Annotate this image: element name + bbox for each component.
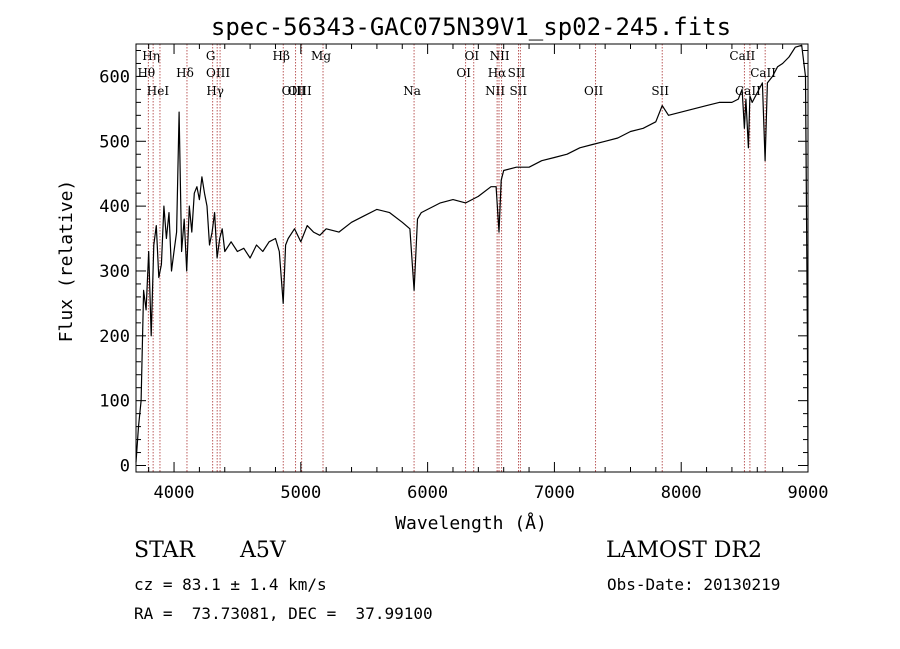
line-marker-label: CaII [735,84,761,98]
line-marker-label: Hβ [273,49,290,63]
plot-frame [135,43,809,473]
x-tick-label: 6000 [407,483,448,503]
line-marker-label: Mg [311,49,331,63]
x-tick-label: 7000 [534,483,575,503]
observation-date: Obs-Date: 20130219 [607,575,781,594]
line-marker-label: CaII [729,49,755,63]
line-marker-label: SII [508,66,526,80]
chart-title: spec-56343-GAC075N39V1_sp02-245.fits [211,13,731,41]
line-marker-label: NII [485,84,505,98]
x-tick-label: 8000 [661,483,702,503]
line-marker-label: Hθ [137,66,155,80]
line-marker-label: Hδ [176,66,194,80]
y-tick-label: 300 [99,262,130,282]
line-marker-label: NII [490,49,510,63]
emission-line-markers: HηHθHeIHδGOIIIHγHβOIIIOIIIMgNaOIOINIINII… [137,44,776,472]
x-axis-label: Wavelength (Å) [395,512,547,534]
line-marker-label: CaII [750,66,776,80]
line-marker-label: SII [651,84,669,98]
y-tick-label: 100 [99,392,130,412]
redshift-velocity: cz = 83.1 ± 1.4 km/s [134,575,327,594]
y-axis-label: Flux (relative) [56,180,77,343]
line-marker-label: OIII [288,84,312,98]
line-marker-label: Hα [488,66,507,80]
plot-axes: 4000 5000 6000 7000 8000 9000 0 100 200 300 400 500… [99,43,829,503]
line-marker-label: OIII [282,84,306,98]
line-marker-label: Hη [142,49,160,63]
x-tick-label: 9000 [788,483,829,503]
y-tick-label: 500 [99,132,130,152]
spectrum-line [135,44,809,466]
x-tick-label: 4000 [154,483,195,503]
line-marker-label: SII [509,84,527,98]
y-tick-label: 600 [99,67,130,87]
line-marker-label: OIII [206,66,230,80]
y-tick-label: 0 [120,457,130,477]
line-marker-label: OI [456,66,471,80]
survey-name: LAMOST DR2 [606,538,762,563]
y-tick-label: 200 [99,327,130,347]
line-marker-label: HeI [147,84,170,98]
coordinates: RA = 73.73081, DEC = 37.99100 [134,604,433,623]
object-class: STAR [134,538,195,563]
line-marker-label: G [206,49,216,63]
x-tick-label: 5000 [280,483,321,503]
line-marker-label: Hγ [206,84,224,98]
line-marker-label: OII [584,84,604,98]
line-marker-label: Na [403,84,421,98]
line-marker-label: OI [464,49,479,63]
subclass: A5V [240,538,286,563]
spectrum-series [135,44,809,466]
y-tick-label: 400 [99,197,130,217]
